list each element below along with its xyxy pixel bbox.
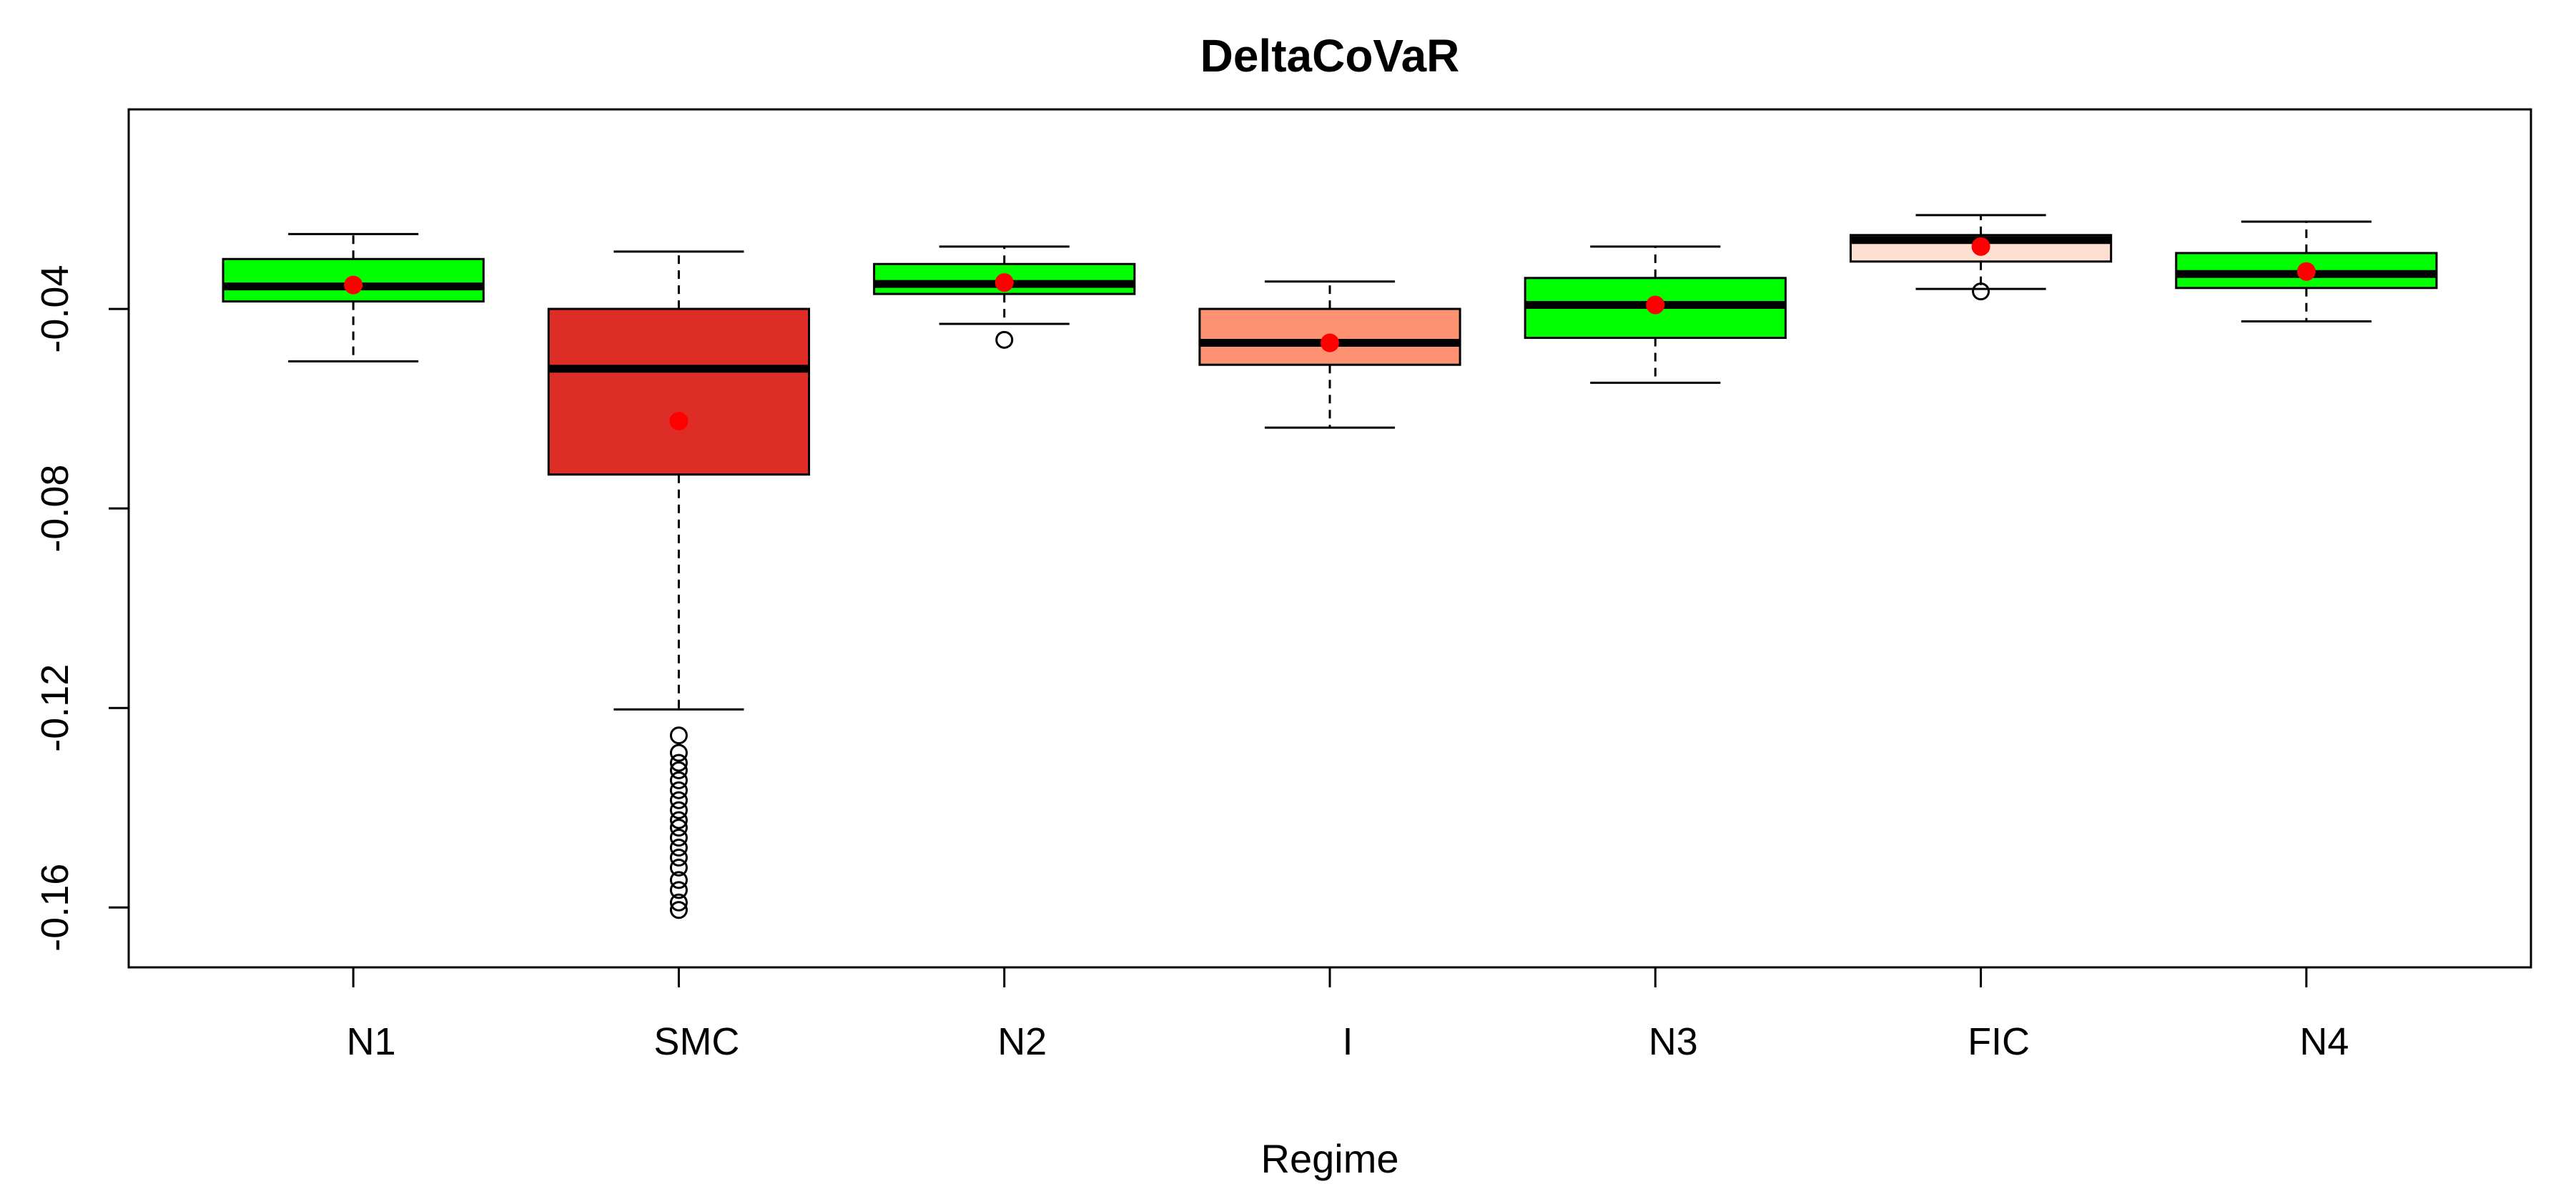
outlier-point — [669, 801, 688, 819]
outlier-point — [669, 829, 688, 847]
outlier-point — [669, 811, 688, 829]
box-group-n3 — [1524, 245, 1787, 384]
outlier-point — [669, 761, 688, 779]
box-group-n1 — [222, 232, 485, 362]
mean-point — [2296, 262, 2316, 281]
y-tick-label: -0.12 — [34, 664, 77, 752]
plot-frame — [127, 108, 2532, 969]
outlier-point — [669, 858, 688, 877]
x-tick-label-i: I — [1342, 1020, 1353, 1063]
x-tick-label-n2: N2 — [997, 1020, 1047, 1063]
y-tick-label: -0.16 — [34, 864, 77, 952]
outlier-point — [669, 819, 688, 837]
outlier-point — [669, 839, 688, 857]
x-tick-label-smc: SMC — [653, 1020, 739, 1063]
outlier-point — [669, 893, 688, 912]
outlier-point — [669, 744, 688, 762]
outlier-point — [669, 754, 688, 772]
box-group-n2 — [873, 245, 1136, 349]
y-tick-label: -0.08 — [34, 465, 77, 553]
box-group-n4 — [2175, 220, 2438, 323]
outlier-point — [669, 881, 688, 899]
box-group-fic — [1849, 214, 2113, 301]
boxes-layer — [222, 214, 2438, 919]
outlier-point — [669, 849, 688, 867]
x-axis-label: Regime — [1261, 1136, 1399, 1181]
outlier-point — [669, 901, 688, 919]
outlier-point — [1972, 282, 1990, 301]
y-axis: -0.04 -0.08 -0.12 -0.16 — [34, 265, 130, 952]
chart-title: DeltaCoVaR — [1200, 30, 1460, 82]
x-tick-label-fic: FIC — [1968, 1020, 2030, 1063]
mean-point — [1971, 237, 1990, 256]
x-tick-label-n1: N1 — [347, 1020, 396, 1063]
y-tick-label: -0.04 — [34, 265, 77, 353]
outlier-point — [669, 781, 688, 799]
x-tick-label-n3: N3 — [1649, 1020, 1698, 1063]
x-axis: N1 SMC N2 I N3 FIC N4 — [347, 967, 2349, 1063]
outlier-point — [669, 791, 688, 809]
outlier-point — [995, 330, 1014, 349]
box-group-smc — [547, 250, 811, 919]
mean-point — [1321, 333, 1339, 352]
mean-point — [344, 275, 363, 295]
outlier-point — [669, 726, 688, 745]
mean-point — [1646, 295, 1665, 315]
mean-point — [995, 273, 1014, 292]
box — [547, 307, 811, 476]
outlier-point — [669, 771, 688, 789]
x-tick-label-n4: N4 — [2299, 1020, 2349, 1063]
box-group-i — [1198, 280, 1461, 429]
mean-point — [669, 412, 689, 431]
outlier-point — [669, 871, 688, 889]
